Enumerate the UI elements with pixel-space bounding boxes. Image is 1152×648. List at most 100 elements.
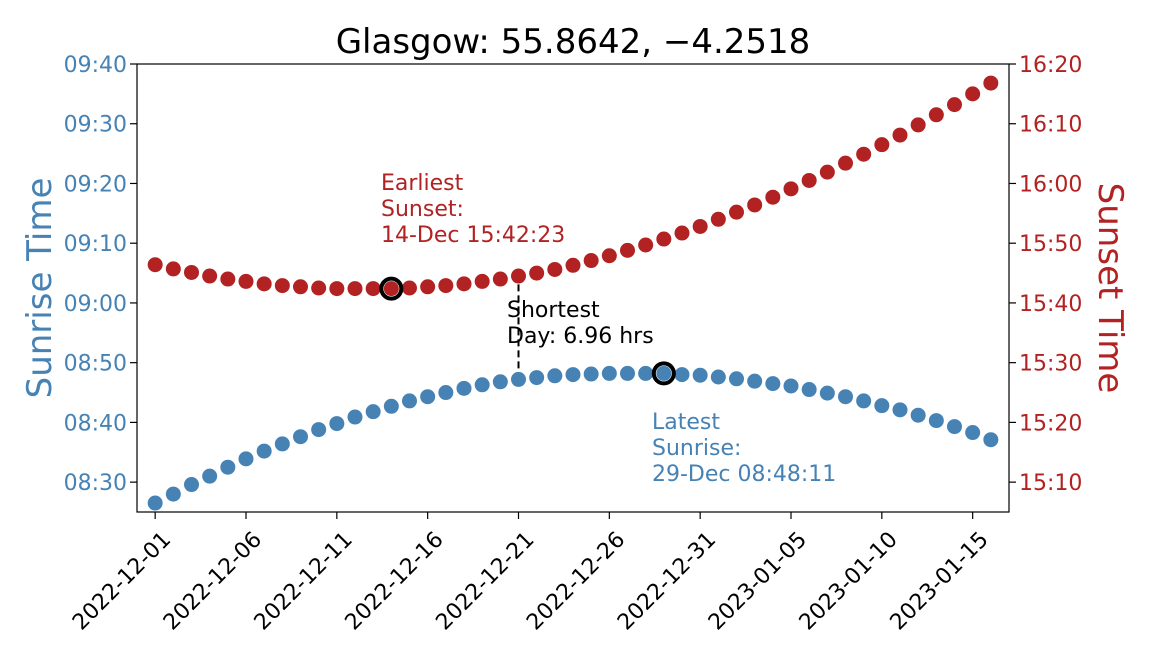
- chart-title: Glasgow: 55.8642, −4.2518: [336, 22, 811, 62]
- earliest-sunset-marker: [379, 276, 404, 301]
- y2-tick-label: 16:20: [1019, 53, 1082, 78]
- sunset-point: [965, 86, 981, 102]
- sunset-point: [910, 117, 926, 133]
- x-axis: 2022-12-012022-12-062022-12-112022-12-16…: [68, 512, 994, 635]
- sunset-series: [147, 75, 999, 297]
- sunrise-point: [710, 369, 726, 385]
- sunset-point: [383, 281, 399, 297]
- sunrise-point: [365, 404, 381, 420]
- shortest-day-line-1: Shortest: [507, 298, 600, 323]
- sunset-point: [838, 155, 853, 171]
- sunrise-point: [474, 377, 490, 393]
- sunrise-point: [456, 380, 472, 396]
- sunrise-point: [311, 422, 327, 438]
- sunrise-point: [601, 365, 617, 381]
- sunset-point: [892, 127, 908, 143]
- sunset-point: [729, 204, 744, 220]
- sunrise-point: [892, 402, 908, 418]
- sunrise-point: [274, 436, 290, 452]
- sunset-point: [710, 211, 726, 227]
- x-tick-label: 2023-01-15: [886, 527, 994, 635]
- latest-sunrise-marker: [651, 361, 676, 386]
- sunrise-point: [674, 367, 690, 383]
- sunset-point: [456, 276, 472, 292]
- latest-sunrise-line-1: Latest: [652, 410, 720, 435]
- sunrise-point: [620, 365, 635, 381]
- y2-tick-label: 15:30: [1019, 352, 1082, 377]
- plot-area-frame: [136, 63, 1010, 513]
- sunrise-point: [565, 367, 581, 383]
- sunrise-point: [184, 477, 199, 493]
- sunset-point: [147, 257, 163, 273]
- sunrise-point: [547, 368, 563, 384]
- sunset-point: [347, 281, 363, 297]
- sunset-point: [565, 257, 581, 273]
- y-tick-label: 09:10: [64, 232, 127, 257]
- sunrise-point: [729, 371, 744, 387]
- sunrise-point: [220, 459, 236, 475]
- y-axis-label: Sunrise Time: [20, 178, 60, 399]
- sunrise-point: [965, 425, 981, 441]
- sunrise-point: [420, 389, 436, 405]
- sunrise-point: [329, 416, 345, 432]
- sunrise-point: [492, 374, 508, 390]
- latest-sunrise-line-3: 29-Dec 08:48:11: [652, 462, 836, 487]
- sunset-point: [819, 164, 835, 180]
- sunset-point: [874, 137, 890, 153]
- sunset-point: [511, 268, 526, 284]
- y-tick-label: 09:40: [64, 53, 127, 78]
- shortest-day-line-2: Day: 6.96 hrs: [507, 324, 654, 349]
- sunrise-point: [692, 367, 708, 383]
- sunrise-point: [238, 451, 254, 467]
- sunrise-point: [293, 429, 308, 445]
- sunrise-series: [147, 365, 999, 511]
- sunrise-point: [583, 366, 599, 382]
- y-tick-label: 08:30: [64, 471, 127, 496]
- y-axis-left: 08:30 08:40 08:50 09:00 09:10 09:20 09:30 09:40: [64, 53, 137, 496]
- sunrise-point: [383, 398, 399, 414]
- y2-tick-label: 15:20: [1019, 411, 1082, 436]
- sunrise-point: [656, 365, 672, 381]
- y-tick-label: 08:40: [64, 411, 127, 436]
- sunset-point: [202, 268, 218, 284]
- sunset-point: [529, 265, 545, 281]
- sunset-point: [220, 271, 236, 287]
- sunset-point: [638, 237, 654, 253]
- sunrise-point: [983, 432, 999, 448]
- sunset-point: [311, 280, 327, 296]
- y2-tick-label: 15:10: [1019, 471, 1082, 496]
- sunrise-point: [765, 376, 781, 392]
- sunrise-point: [147, 495, 163, 511]
- sunset-point: [856, 146, 872, 162]
- sunrise-point: [511, 371, 526, 387]
- sunrise-point: [402, 393, 417, 409]
- sunset-point: [329, 281, 345, 297]
- sunrise-point: [256, 443, 272, 459]
- sunrise-point: [529, 370, 545, 386]
- sunset-point: [365, 281, 381, 297]
- sunrise-point: [801, 382, 817, 398]
- sunrise-point: [347, 409, 363, 425]
- sunset-point: [547, 261, 563, 277]
- y-axis-right: 15:10 15:20 15:30 15:40 15:50 16:00 16:10 16:20: [1009, 53, 1082, 496]
- sunset-point: [583, 253, 599, 269]
- sunset-point: [238, 273, 254, 289]
- sunset-point: [184, 264, 199, 280]
- y-tick-label: 09:00: [64, 292, 127, 317]
- sunset-point: [801, 172, 817, 188]
- sunset-point: [293, 279, 308, 295]
- y2-axis-label: Sunset Time: [1090, 183, 1130, 394]
- sunset-point: [274, 278, 290, 294]
- sunset-point: [402, 280, 417, 296]
- sunrise-point: [638, 365, 654, 381]
- sunset-point: [474, 273, 490, 289]
- earliest-sunset-line-2: Sunset:: [381, 197, 464, 222]
- latest-sunrise-annotation: Latest Sunrise: 29-Dec 08:48:11: [652, 410, 836, 487]
- y2-tick-label: 15:40: [1019, 292, 1082, 317]
- sunrise-point: [438, 385, 454, 401]
- sunrise-point: [783, 378, 799, 394]
- sunrise-point: [838, 389, 853, 405]
- earliest-sunset-annotation: Earliest Sunset: 14-Dec 15:42:23: [381, 171, 565, 248]
- sunrise-point: [910, 407, 926, 423]
